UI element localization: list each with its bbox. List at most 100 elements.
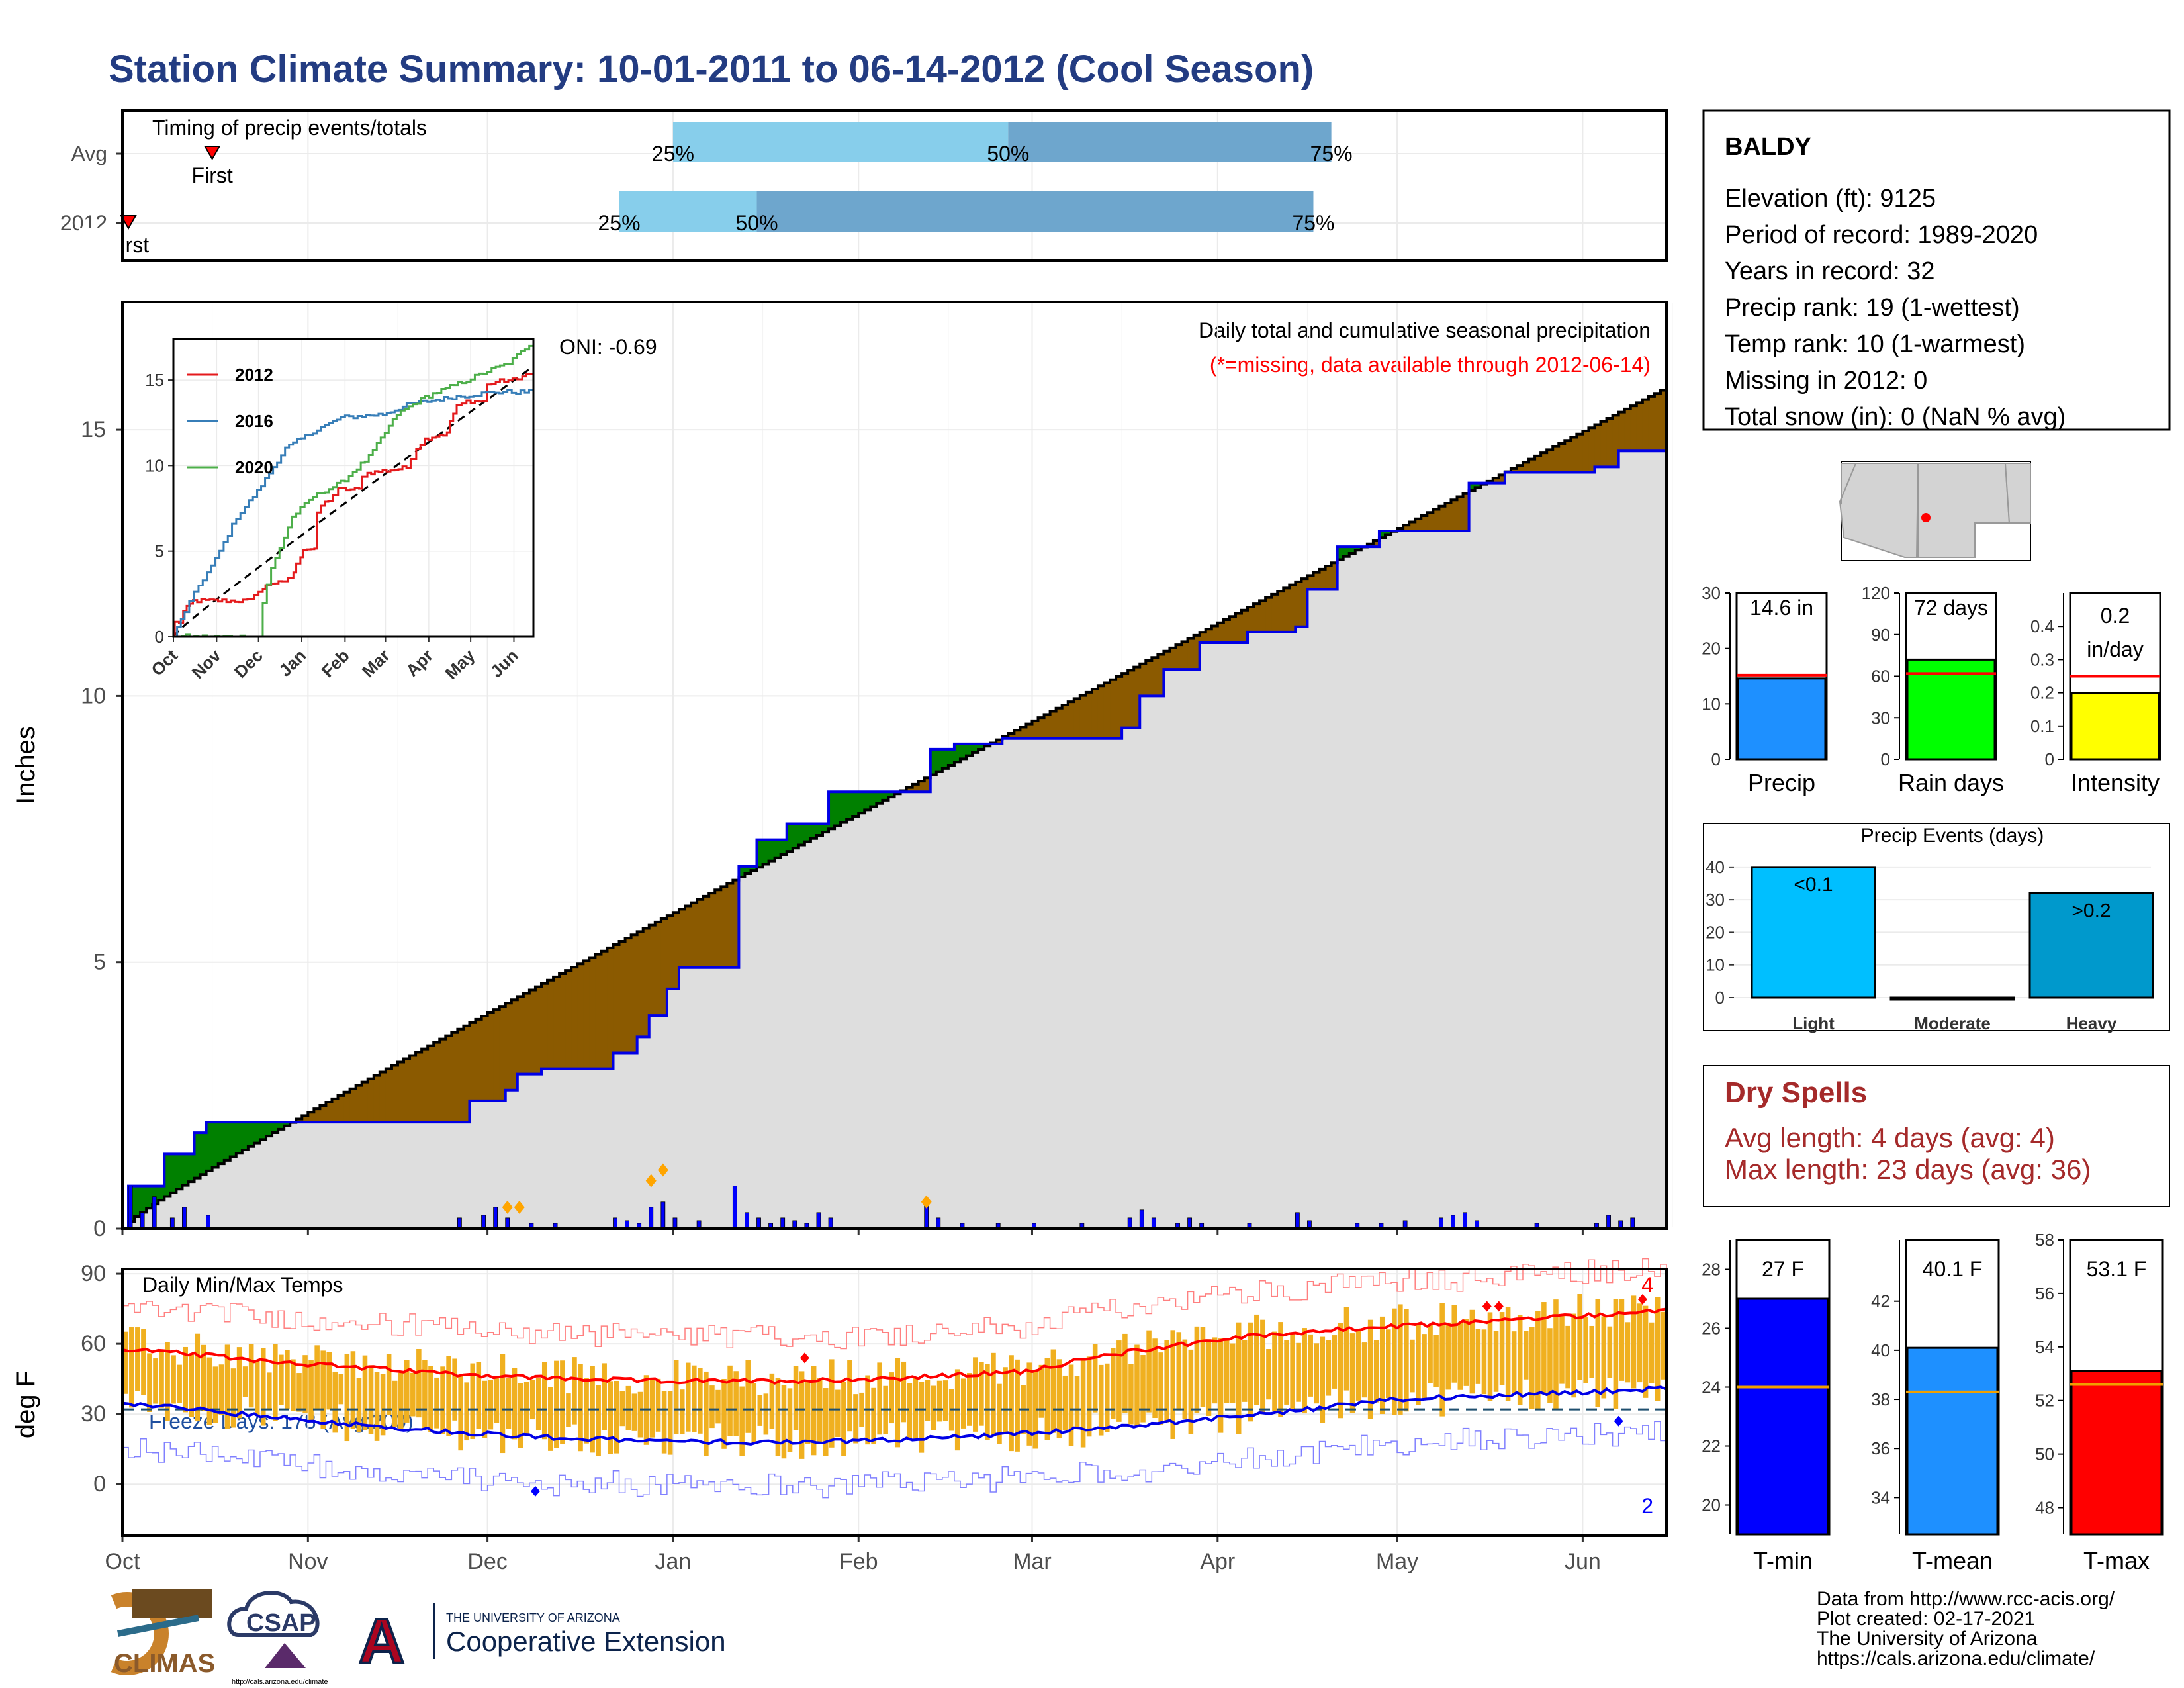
precip-deficit-area: [703, 896, 709, 968]
precip-base-area: [996, 743, 1003, 1229]
daily-temp-bar: [1355, 1328, 1361, 1401]
max-records-label: 4: [1641, 1273, 1653, 1297]
daily-temp-bar: [649, 1378, 655, 1438]
station-line: Elevation (ft): 9125: [1725, 185, 1936, 212]
precip-base-area: [284, 1125, 291, 1229]
precip-surplus-area: [864, 792, 871, 810]
daily-temp-bar: [1523, 1331, 1529, 1380]
precip-deficit-area: [1158, 654, 1165, 696]
daily-temp-bar: [386, 1354, 392, 1415]
precip-base-area: [302, 1122, 308, 1229]
daily-temp-bar: [1062, 1375, 1068, 1430]
precip-deficit-area: [416, 1052, 422, 1123]
precip-surplus-area: [858, 792, 865, 814]
record-high-marker: [799, 1352, 809, 1364]
precip-base-area: [1271, 632, 1278, 1229]
tbar-ytick-label: 34: [1871, 1487, 1890, 1507]
daily-temp-bar: [793, 1366, 799, 1430]
daily-temp-bar: [529, 1379, 535, 1420]
precip-base-area: [511, 1090, 518, 1229]
precip-surplus-area: [751, 866, 758, 871]
precip-deficit-area: [1169, 647, 1177, 670]
precip-surplus-area: [804, 823, 811, 842]
daily-temp-bar: [248, 1344, 254, 1408]
precip-base-area: [1091, 738, 1099, 1229]
daily-temp-bar: [1392, 1308, 1397, 1415]
precip-base-area: [1217, 642, 1224, 1229]
precip-base-area: [1073, 738, 1081, 1229]
precip-deficit-area: [1498, 475, 1506, 483]
tbar-ytick-label: 38: [1871, 1389, 1890, 1409]
daily-temp-bar: [566, 1393, 571, 1427]
precip-deficit-area: [571, 967, 578, 1069]
daily-temp-bar: [541, 1362, 547, 1440]
tbar-ytick-label: 40: [1871, 1340, 1890, 1360]
page-title: Station Climate Summary: 10-01-2011 to 0…: [109, 48, 1314, 91]
precip-deficit-area: [469, 1022, 477, 1101]
daily-precip-bar: [206, 1215, 210, 1229]
daily-temp-bar: [1111, 1348, 1116, 1419]
precip-deficit-area: [1235, 613, 1242, 643]
dry-spells-max: Max length: 23 days (avg: 36): [1725, 1154, 2091, 1185]
precip-deficit-area: [1547, 449, 1553, 473]
mini-ytick-label: 120: [1862, 583, 1890, 603]
daily-temp-bar: [1661, 1311, 1666, 1380]
precip-base-area: [774, 857, 782, 1229]
precip-base-area: [1313, 589, 1320, 1229]
precip-base-area: [745, 873, 752, 1229]
precip-surplus-area: [266, 1122, 273, 1137]
daily-temp-bar: [488, 1380, 494, 1430]
precip-surplus-area: [960, 743, 967, 759]
tbar-ytick-label: 58: [2035, 1230, 2054, 1250]
daily-temp-bar: [267, 1372, 272, 1409]
daily-temp-bar: [206, 1357, 212, 1425]
precip-deficit-area: [1510, 468, 1518, 473]
precip-base-area: [194, 1178, 201, 1229]
precip-surplus-area: [966, 743, 973, 756]
precip-deficit-area: [1433, 509, 1439, 531]
precip-base-area: [308, 1122, 314, 1229]
precip-surplus-area: [816, 823, 823, 835]
precip-base-area: [1541, 472, 1547, 1229]
daily-temp-bar: [452, 1358, 457, 1421]
daily-temp-bar: [1607, 1326, 1613, 1378]
precip-base-area: [236, 1153, 243, 1229]
record-high-marker: [1637, 1293, 1647, 1305]
precip-deficit-area: [1307, 575, 1314, 590]
precip-deficit-area: [691, 902, 698, 968]
daily-temp-bar: [584, 1378, 589, 1444]
precip-deficit-area: [1062, 704, 1069, 739]
precip-deficit-area: [535, 986, 542, 1074]
daily-temp-bar: [242, 1366, 248, 1397]
precip-base-area: [200, 1174, 207, 1229]
precip-deficit-area: [308, 1112, 314, 1123]
precip-base-area: [367, 1122, 375, 1229]
daily-temp-bar: [1278, 1322, 1283, 1417]
precip-deficit-area: [1301, 579, 1308, 627]
precip-base-area: [906, 792, 913, 1229]
precip-base-area: [912, 792, 919, 1229]
precip-base-area: [410, 1122, 416, 1229]
mini-ytick-label: 10: [1702, 694, 1721, 714]
daily-temp-bar: [859, 1392, 864, 1427]
precip-deficit-area: [373, 1075, 381, 1123]
precip-base-area: [1175, 669, 1183, 1229]
month-tick-label: Nov: [288, 1549, 328, 1574]
precip-base-area: [266, 1136, 273, 1229]
precip-deficit-area: [397, 1062, 404, 1123]
daily-temp-bar: [201, 1344, 206, 1411]
daily-precip-bar: [936, 1217, 941, 1229]
daily-temp-bar: [548, 1387, 553, 1451]
precip-surplus-area: [242, 1122, 249, 1150]
precip-deficit-area: [1248, 606, 1254, 632]
precip-base-area: [858, 813, 865, 1229]
daily-temp-bar: [614, 1380, 619, 1454]
mini-chart-name: Intensity: [2071, 769, 2160, 796]
precip-base-area: [505, 1090, 512, 1229]
precip-base-area: [966, 755, 973, 1229]
precip-base-area: [1612, 467, 1619, 1229]
precip-surplus-area: [876, 792, 884, 804]
precip-deficit-area: [924, 778, 931, 792]
events-ytick-label: 30: [1706, 890, 1725, 910]
tbar-name: T-min: [1753, 1547, 1813, 1574]
